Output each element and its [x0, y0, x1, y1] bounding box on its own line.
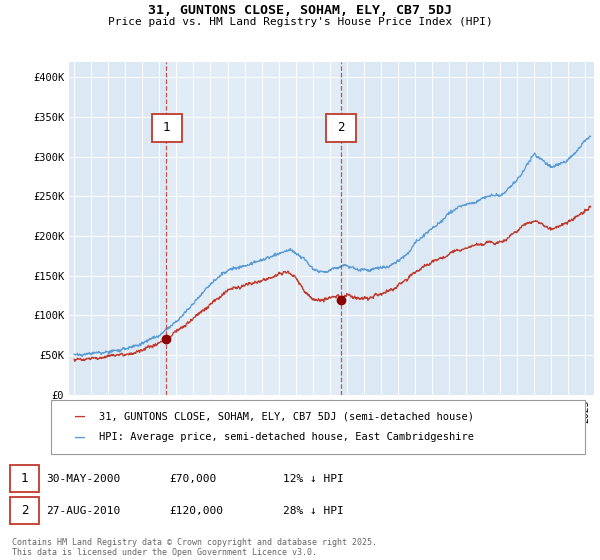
- Text: Contains HM Land Registry data © Crown copyright and database right 2025.
This d: Contains HM Land Registry data © Crown c…: [12, 538, 377, 557]
- Text: HPI: Average price, semi-detached house, East Cambridgeshire: HPI: Average price, semi-detached house,…: [99, 432, 474, 442]
- Text: 2: 2: [21, 504, 28, 517]
- Text: 31, GUNTONS CLOSE, SOHAM, ELY, CB7 5DJ (semi-detached house): 31, GUNTONS CLOSE, SOHAM, ELY, CB7 5DJ (…: [99, 412, 474, 422]
- Text: £120,000: £120,000: [169, 506, 223, 516]
- Bar: [166, 62, 341, 395]
- Text: —: —: [75, 408, 85, 426]
- Text: 1: 1: [163, 121, 170, 134]
- Text: 12% ↓ HPI: 12% ↓ HPI: [283, 474, 344, 484]
- Text: 1: 1: [21, 472, 28, 486]
- Text: £70,000: £70,000: [169, 474, 217, 484]
- Text: Price paid vs. HM Land Registry's House Price Index (HPI): Price paid vs. HM Land Registry's House …: [107, 17, 493, 27]
- Text: 30-MAY-2000: 30-MAY-2000: [46, 474, 121, 484]
- Text: 27-AUG-2010: 27-AUG-2010: [46, 506, 121, 516]
- Text: 31, GUNTONS CLOSE, SOHAM, ELY, CB7 5DJ: 31, GUNTONS CLOSE, SOHAM, ELY, CB7 5DJ: [148, 4, 452, 17]
- Text: 28% ↓ HPI: 28% ↓ HPI: [283, 506, 344, 516]
- Text: 2: 2: [337, 121, 344, 134]
- Text: —: —: [75, 428, 85, 446]
